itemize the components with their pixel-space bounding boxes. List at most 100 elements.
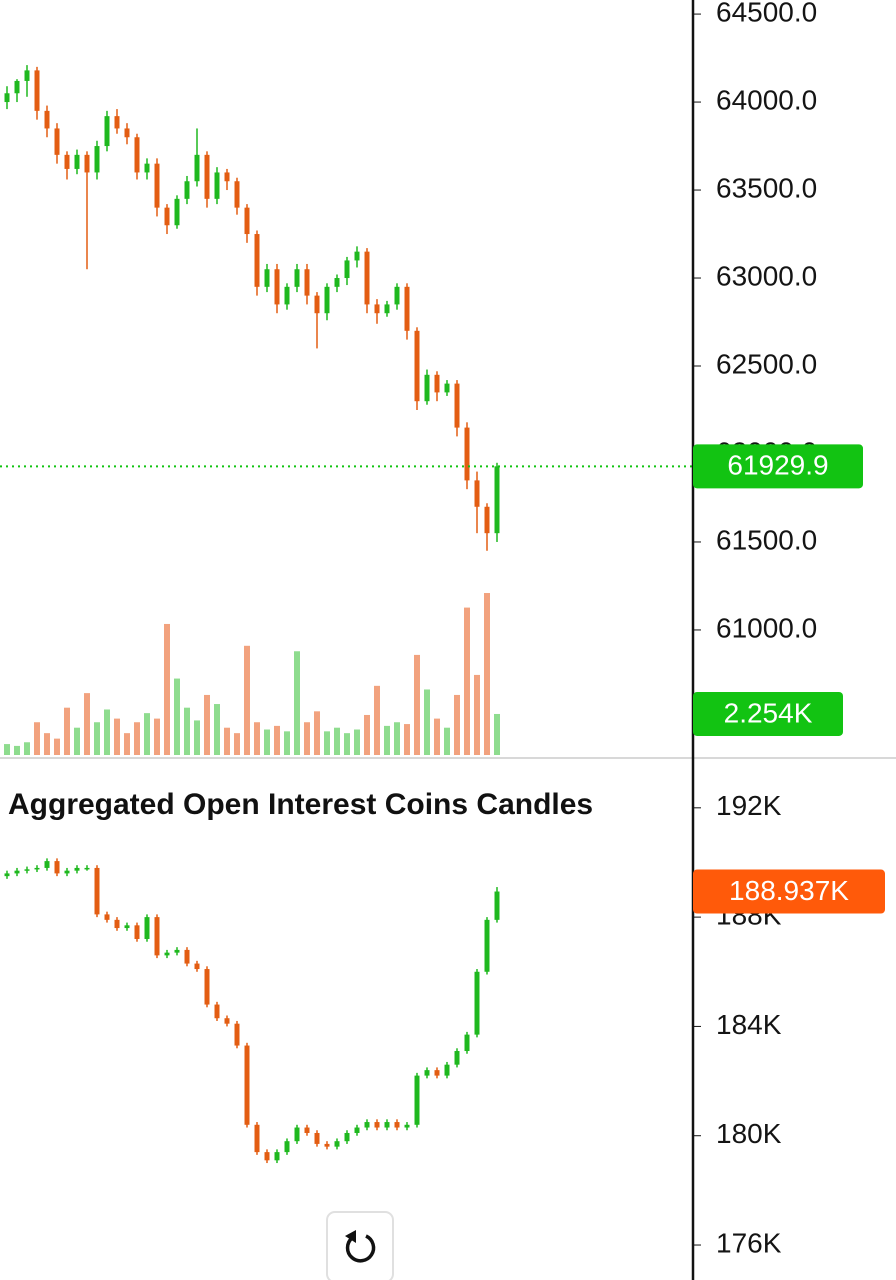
candle-body — [364, 251, 370, 305]
candle-body — [24, 70, 30, 81]
candle-body — [354, 251, 360, 261]
volume-bar — [374, 685, 380, 755]
candle-body — [284, 286, 290, 305]
reset-button[interactable] — [326, 1211, 394, 1280]
volume-bar — [14, 745, 20, 755]
candle-body — [244, 207, 250, 235]
last-value-label: 188.937K — [729, 875, 849, 906]
candle-body — [424, 1070, 430, 1076]
candle-body — [214, 1004, 220, 1019]
candle-body — [234, 1023, 240, 1046]
volume-bar — [324, 731, 330, 755]
y-tick-label: 61500.0 — [716, 524, 817, 555]
candle-body — [314, 295, 320, 314]
candle-body — [254, 234, 260, 287]
candle-body — [174, 198, 180, 226]
volume-bar — [344, 733, 350, 755]
candle-body — [404, 1124, 410, 1128]
last-value-label: 2.254K — [724, 697, 813, 728]
candle-body — [394, 1122, 400, 1128]
y-tick-label: 61000.0 — [716, 612, 817, 643]
volume-bar — [224, 727, 230, 755]
candle-body — [114, 919, 120, 929]
candle-body — [104, 914, 110, 920]
volume-bar — [114, 718, 120, 755]
candle-body — [334, 1141, 340, 1147]
candle-body — [474, 480, 480, 507]
candle-body — [474, 971, 480, 1035]
volume-bar — [164, 623, 170, 755]
candle-body — [54, 861, 60, 874]
volume-bar — [414, 654, 420, 755]
candle-body — [34, 867, 40, 870]
candle-body — [384, 304, 390, 314]
candle-body — [324, 286, 330, 314]
volume-bar — [264, 729, 270, 755]
candle-body — [124, 925, 130, 929]
candle-body — [464, 427, 470, 481]
candle-body — [44, 861, 50, 868]
candle-body — [444, 383, 450, 393]
candle-body — [444, 1064, 450, 1076]
candle-body — [254, 1124, 260, 1153]
volume-bar — [194, 720, 200, 755]
y-tick-label: 62500.0 — [716, 348, 817, 379]
candle-body — [294, 269, 300, 287]
volume-bar — [174, 678, 180, 755]
volume-bar — [64, 707, 70, 755]
y-tick-label: 180K — [716, 1118, 782, 1149]
candle-body — [434, 374, 440, 393]
volume-bar — [304, 722, 310, 755]
y-tick-label: 64000.0 — [716, 84, 817, 115]
candle-body — [134, 925, 140, 939]
candle-body — [24, 869, 30, 871]
volume-bar — [394, 722, 400, 755]
y-tick-label: 63500.0 — [716, 172, 817, 203]
candle-body — [204, 154, 210, 199]
candle-body — [434, 1070, 440, 1076]
panel-title: Aggregated Open Interest Coins Candles — [8, 788, 593, 821]
candle-body — [124, 128, 130, 138]
candle-body — [494, 466, 500, 534]
candle-body — [174, 949, 180, 953]
candle-body — [44, 110, 50, 129]
candle-body — [414, 1075, 420, 1125]
candle-body — [494, 891, 500, 920]
candle-body — [14, 870, 20, 874]
y-tick-label: 64500.0 — [716, 0, 817, 27]
volume-bar — [4, 744, 10, 755]
volume-bar — [84, 693, 90, 755]
y-tick-label: 176K — [716, 1227, 782, 1258]
candle-body — [64, 154, 70, 169]
candle-body — [484, 506, 490, 534]
volume-bar — [214, 704, 220, 755]
volume-bar — [484, 593, 490, 755]
volume-bar — [444, 727, 450, 755]
candle-body — [94, 867, 100, 915]
candle-body — [484, 919, 490, 972]
y-tick-label: 192K — [716, 790, 782, 821]
candle-body — [344, 1132, 350, 1142]
volume-bar — [234, 733, 240, 755]
volume-bar — [254, 722, 260, 755]
candle-body — [344, 260, 350, 279]
volume-bar — [464, 607, 470, 755]
candle-body — [274, 269, 280, 305]
candle-body — [194, 963, 200, 970]
candle-body — [4, 873, 10, 877]
volume-bar — [284, 731, 290, 755]
candle-body — [464, 1034, 470, 1052]
volume-bar — [44, 733, 50, 755]
candle-body — [264, 269, 270, 287]
volume-bar — [434, 718, 440, 755]
candle-body — [94, 146, 100, 173]
candle-body — [354, 1127, 360, 1133]
candle-body — [334, 278, 340, 287]
candle-body — [194, 154, 200, 182]
candle-body — [54, 128, 60, 155]
volume-bar — [94, 722, 100, 755]
last-value-box — [693, 691, 843, 736]
last-value-box — [693, 869, 885, 914]
